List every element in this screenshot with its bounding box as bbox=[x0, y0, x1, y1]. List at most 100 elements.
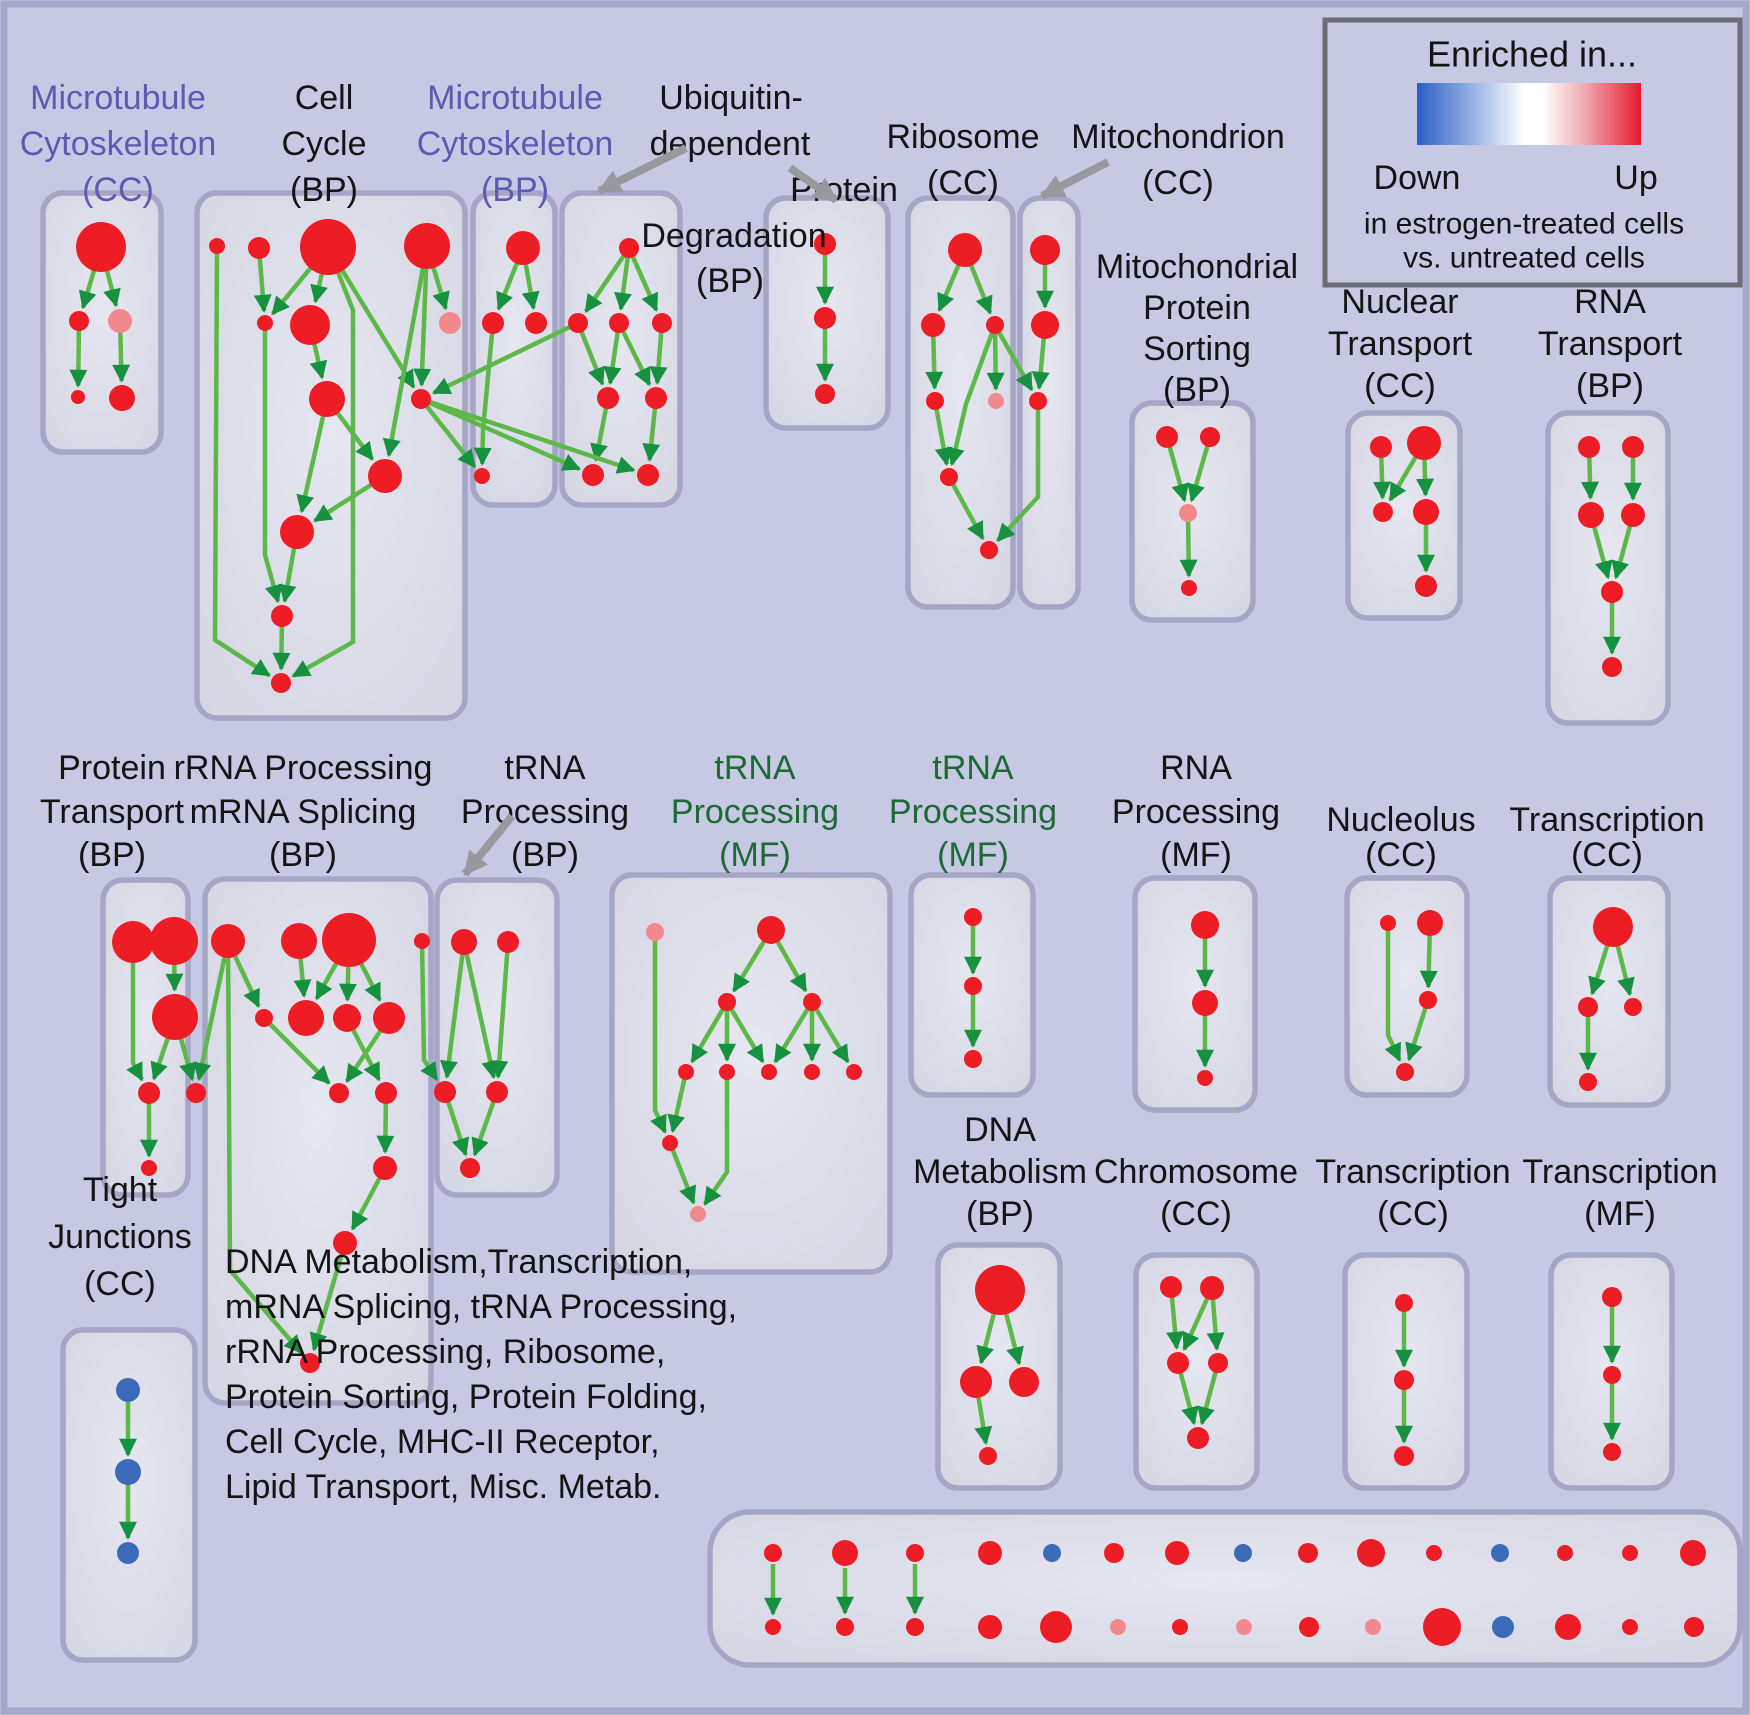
edge-l12-l13 bbox=[309, 1242, 348, 1352]
strip-bottom-node-5 bbox=[1110, 1619, 1126, 1635]
group-label-nuclear-transport-cc-line-0: Nuclear bbox=[1341, 283, 1458, 321]
node-p3 bbox=[1009, 1367, 1039, 1397]
group-label-cell-cycle-bp-line-2: (BP) bbox=[290, 171, 358, 209]
node-i3 bbox=[1373, 502, 1393, 522]
node-r1 bbox=[1395, 1294, 1413, 1312]
group-box-microtubule-cytoskeleton-bp bbox=[470, 190, 558, 508]
node-f7 bbox=[980, 541, 998, 559]
misc-categories-text-line-4: Cell Cycle, MHC-II Receptor, bbox=[225, 1423, 660, 1461]
node-m1 bbox=[451, 929, 477, 955]
edge-d3-d6 bbox=[616, 322, 652, 387]
node-b4 bbox=[404, 223, 450, 269]
group-label-transcription-cc-mid-line-0: Transcription bbox=[1509, 801, 1704, 839]
node-v1 bbox=[1593, 907, 1633, 947]
edge-n4-n7 bbox=[773, 1000, 814, 1064]
legend-down-label: Down bbox=[1374, 159, 1461, 197]
strip-bottom-node-9 bbox=[1365, 1619, 1381, 1635]
node-i2 bbox=[1407, 426, 1441, 460]
edge-n5-n10 bbox=[667, 1071, 689, 1134]
edge-d4-d6 bbox=[649, 322, 668, 385]
edge-u3-u4 bbox=[1405, 999, 1431, 1062]
group-label-mitochondrial-protein-sorting-bp-line-3: (BP) bbox=[1163, 371, 1231, 409]
legend-gradient-bar bbox=[1417, 83, 1641, 145]
node-q4 bbox=[1208, 1353, 1228, 1373]
group-label-transcription-cc-bottom-line-1: (CC) bbox=[1377, 1195, 1449, 1233]
group-label-trna-processing-bp-line-2: (BP) bbox=[511, 836, 579, 874]
cross-edge-l4-m3 bbox=[419, 940, 439, 1081]
node-l6 bbox=[288, 1000, 324, 1036]
node-d7 bbox=[582, 464, 604, 486]
node-a4 bbox=[71, 390, 85, 404]
group-label-mitochondrion-cc-line-0: Mitochondrion bbox=[1071, 118, 1285, 156]
group-box-rna-transport-bp bbox=[1545, 410, 1671, 726]
cross-edge-b9-d7 bbox=[420, 396, 581, 471]
node-d6 bbox=[645, 387, 667, 409]
node-l13 bbox=[300, 1353, 320, 1373]
group-label-transcription-mf-line-0: Transcription bbox=[1522, 1153, 1717, 1191]
group-label-trna-processing-mf-1-line-1: Processing bbox=[671, 793, 839, 831]
node-l3 bbox=[322, 913, 376, 967]
edge-n3-n7 bbox=[725, 1000, 765, 1064]
edge-k1-k4 bbox=[126, 942, 144, 1082]
node-l2 bbox=[281, 923, 317, 959]
node-b6 bbox=[290, 305, 330, 345]
strip-top-node-13 bbox=[1622, 1545, 1638, 1561]
group-label-nucleolus-cc-line-1: (CC) bbox=[1365, 836, 1437, 874]
group-label-rrna-processing-mrna-splicing-bp-line-0: rRNA Processing bbox=[174, 749, 433, 787]
node-e3 bbox=[815, 384, 835, 404]
group-label-transcription-cc-mid-line-1: (CC) bbox=[1571, 836, 1643, 874]
node-j4 bbox=[1621, 503, 1645, 527]
legend-subtitle-2: vs. untreated cells bbox=[1403, 242, 1645, 275]
annotation-arrow-2 bbox=[1039, 158, 1110, 200]
strip-top-node-8 bbox=[1298, 1543, 1318, 1563]
group-label-rna-transport-bp-line-2: (BP) bbox=[1576, 367, 1644, 405]
node-m4 bbox=[486, 1081, 508, 1103]
node-a5 bbox=[109, 385, 135, 411]
strip-bottom-node-3 bbox=[978, 1615, 1002, 1639]
edge-f3-f6 bbox=[946, 324, 998, 467]
node-h1 bbox=[1156, 426, 1178, 448]
group-label-mitochondrial-protein-sorting-bp-line-1: Protein bbox=[1143, 289, 1251, 327]
node-n6 bbox=[719, 1064, 735, 1080]
node-p1 bbox=[975, 1265, 1025, 1315]
node-s2 bbox=[1603, 1366, 1621, 1384]
strip-bottom-node-11 bbox=[1492, 1616, 1514, 1638]
group-label-trna-processing-bp-line-1: Processing bbox=[461, 793, 629, 831]
group-label-microtubule-cytoskeleton-cc-line-1: Cytoskeleton bbox=[20, 125, 217, 163]
node-g1 bbox=[1030, 235, 1060, 265]
node-l1 bbox=[211, 924, 245, 958]
node-t2 bbox=[1192, 990, 1218, 1016]
node-c3 bbox=[525, 312, 547, 334]
group-label-cell-cycle-bp-line-1: Cycle bbox=[281, 125, 366, 163]
group-box-misc-strip bbox=[707, 1509, 1743, 1668]
node-r3 bbox=[1394, 1446, 1414, 1466]
node-j3 bbox=[1578, 502, 1604, 528]
node-u3 bbox=[1419, 991, 1437, 1009]
node-b8 bbox=[309, 381, 345, 417]
node-f1 bbox=[948, 233, 982, 267]
strip-top-node-10 bbox=[1426, 1545, 1442, 1561]
node-b7 bbox=[439, 312, 461, 334]
node-d5 bbox=[597, 387, 619, 409]
edge-f4-f6 bbox=[932, 400, 953, 466]
edge-m4-m5 bbox=[471, 1091, 500, 1157]
strip-top-node-0 bbox=[764, 1544, 782, 1562]
node-k2 bbox=[150, 917, 198, 965]
group-label-microtubule-cytoskeleton-bp-line-0: Microtubule bbox=[427, 79, 603, 117]
group-label-chromosome-cc-line-0: Chromosome bbox=[1094, 1153, 1298, 1191]
node-f4 bbox=[926, 392, 944, 410]
group-label-mitochondrial-protein-sorting-bp-line-0: Mitochondrial bbox=[1096, 248, 1298, 286]
edge-l5-l9 bbox=[262, 1016, 331, 1085]
group-label-rna-transport-bp-line-0: RNA bbox=[1574, 283, 1646, 321]
group-label-tight-junctions-cc-line-0: Tight bbox=[83, 1171, 158, 1209]
edge-d1-d2 bbox=[584, 246, 631, 313]
strip-top-node-5 bbox=[1104, 1543, 1124, 1563]
node-v3 bbox=[1624, 998, 1642, 1016]
misc-categories-text-line-5: Lipid Transport, Misc. Metab. bbox=[225, 1468, 662, 1506]
strip-top-node-6 bbox=[1165, 1541, 1189, 1565]
node-q3 bbox=[1167, 1352, 1189, 1374]
cross-edge-b9-d8 bbox=[420, 396, 636, 474]
cross-edge-d2-b9 bbox=[431, 320, 579, 395]
